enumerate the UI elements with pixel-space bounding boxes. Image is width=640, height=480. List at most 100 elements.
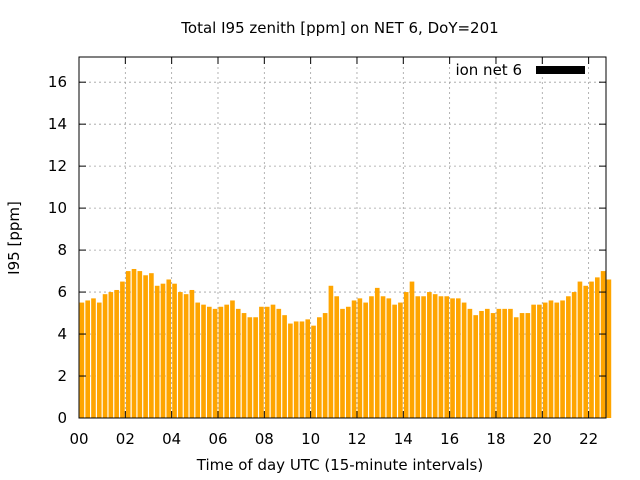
bar xyxy=(172,283,177,418)
bar xyxy=(392,304,397,418)
bar xyxy=(195,302,201,418)
legend: ion net 6 xyxy=(455,61,585,79)
bar xyxy=(328,285,334,418)
bar xyxy=(276,308,282,418)
bar xyxy=(409,281,415,418)
bar xyxy=(542,302,548,418)
bar xyxy=(548,300,554,418)
legend-label: ion net 6 xyxy=(455,61,522,79)
bar xyxy=(178,292,183,418)
bar xyxy=(311,325,316,418)
bar xyxy=(386,298,392,418)
y-tick-label: 0 xyxy=(57,409,67,427)
bar xyxy=(102,294,108,418)
bar xyxy=(345,306,351,418)
y-tick-label: 6 xyxy=(57,283,67,301)
bar xyxy=(230,300,235,418)
bar xyxy=(490,313,496,418)
x-tick-label: 14 xyxy=(394,430,413,448)
bar xyxy=(218,306,224,418)
bar xyxy=(450,298,455,418)
bar xyxy=(374,287,380,418)
bar xyxy=(166,279,172,418)
bar xyxy=(519,313,525,418)
bar xyxy=(96,302,102,418)
bar xyxy=(85,300,91,418)
bar xyxy=(241,313,247,418)
x-tick-label: 16 xyxy=(440,430,459,448)
y-axis-label: I95 [ppm] xyxy=(5,201,23,275)
bar xyxy=(131,268,137,418)
bar xyxy=(444,296,450,418)
bar xyxy=(125,271,131,418)
x-tick-label: 02 xyxy=(116,430,135,448)
bar xyxy=(259,306,264,418)
bar xyxy=(351,300,357,418)
bar xyxy=(293,321,299,418)
bar xyxy=(571,292,577,418)
bar xyxy=(253,317,258,418)
bar xyxy=(398,302,403,418)
bar xyxy=(502,308,507,418)
bar xyxy=(531,304,536,418)
bar xyxy=(299,321,305,418)
bar xyxy=(189,289,195,418)
bar xyxy=(600,271,606,418)
bar xyxy=(334,296,340,418)
bar xyxy=(288,323,293,418)
bar xyxy=(594,277,600,418)
bar xyxy=(363,302,368,418)
bar xyxy=(160,283,166,418)
bar xyxy=(322,313,328,418)
x-axis-label: Time of day UTC (15-minute intervals) xyxy=(196,456,483,474)
bar xyxy=(154,285,160,418)
grid xyxy=(79,57,606,418)
bar xyxy=(79,302,85,418)
bar xyxy=(369,296,374,418)
bar xyxy=(432,294,438,418)
bar xyxy=(537,304,542,418)
bar xyxy=(415,296,421,418)
bar xyxy=(270,304,276,418)
bar xyxy=(577,281,583,418)
chart-title: Total I95 zenith [ppm] on NET 6, DoY=201 xyxy=(180,19,498,37)
legend-swatch xyxy=(536,66,585,74)
y-tick-label: 10 xyxy=(48,199,67,217)
bar xyxy=(508,308,513,418)
bar xyxy=(566,296,571,418)
bar xyxy=(357,298,363,418)
bar xyxy=(264,306,270,418)
bar xyxy=(380,296,386,418)
bar xyxy=(513,317,519,418)
bar xyxy=(340,308,345,418)
bar xyxy=(120,281,125,418)
bar xyxy=(473,315,479,418)
bar xyxy=(403,292,409,418)
y-tick-label: 14 xyxy=(48,115,67,133)
x-tick-label: 20 xyxy=(533,430,552,448)
y-tick-label: 16 xyxy=(48,73,67,91)
x-tick-label: 18 xyxy=(486,430,505,448)
bar xyxy=(456,298,461,418)
bar xyxy=(589,281,594,418)
bar xyxy=(317,317,322,418)
bar xyxy=(554,302,560,418)
x-tick-label: 08 xyxy=(255,430,274,448)
ticks xyxy=(78,57,606,419)
x-tick-label: 22 xyxy=(579,430,598,448)
bar xyxy=(114,289,119,418)
x-tick-label: 10 xyxy=(301,430,320,448)
y-tick-label: 12 xyxy=(48,157,67,175)
bar xyxy=(427,292,432,418)
y-tick-label: 2 xyxy=(57,367,67,385)
bar xyxy=(108,292,114,418)
bar xyxy=(479,310,484,418)
bar xyxy=(461,302,467,418)
bar xyxy=(201,304,206,418)
bar xyxy=(606,279,612,418)
bar xyxy=(438,296,444,418)
x-tick-label: 12 xyxy=(347,430,366,448)
bar xyxy=(143,275,148,418)
